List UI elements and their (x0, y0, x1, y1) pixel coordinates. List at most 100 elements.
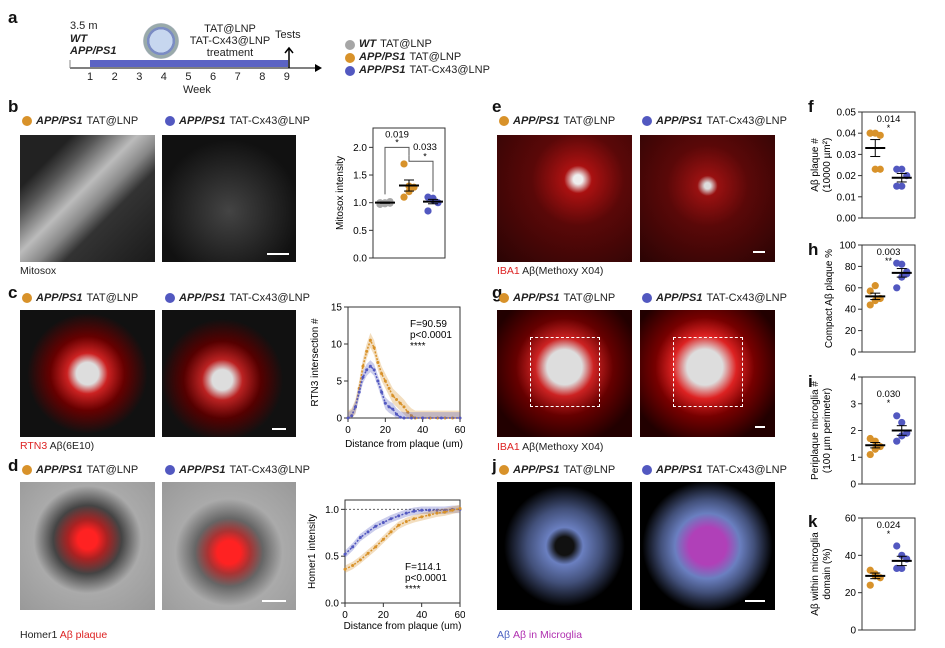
caption-e-abeta: Aβ(Methoxy X04) (522, 265, 604, 277)
group-treatment: TAT-Cx43@LNP (229, 464, 310, 476)
x-tick-label: 60 (454, 610, 465, 621)
panel-label-k: k (808, 512, 818, 531)
scale-bar (272, 428, 286, 430)
series-point (420, 508, 424, 512)
series-point (391, 407, 395, 411)
legend-treatment: TAT@LNP (409, 51, 462, 63)
caption-j-abeta: Aβ (497, 629, 511, 641)
y-tick-label: 1.0 (325, 505, 339, 516)
week-tick-label: 1 (87, 71, 94, 83)
data-point (898, 182, 906, 190)
group-dot (499, 116, 509, 126)
series-line (344, 507, 461, 570)
caption-j: Aβ Aβ in Microglia (497, 629, 582, 641)
stat-text: p<0.0001 (405, 573, 447, 584)
significance-stars: * (423, 152, 427, 162)
series-point (361, 375, 365, 379)
data-point (898, 418, 906, 427)
caption-d-homer1: Homer1 (20, 629, 58, 641)
x-tick-label: 60 (454, 425, 465, 436)
series-point (381, 520, 385, 524)
y-tick-label: 1 (850, 453, 856, 464)
group-treatment: TAT-Cx43@LNP (706, 292, 787, 304)
series-point (380, 390, 384, 394)
series-point (372, 346, 376, 350)
legend-swatch-app-cx43 (345, 65, 355, 76)
caption-c-rtn3: RTN3 (20, 440, 48, 452)
y-tick-label: 0.03 (837, 150, 857, 161)
plot-frame (861, 517, 916, 631)
timeline-arrow-icon (315, 64, 322, 72)
caption-d-plaque: Aβ plaque (59, 629, 108, 641)
micrograph-j-tat (497, 482, 632, 610)
y-tick-label: 2.0 (353, 143, 367, 154)
data-point (400, 160, 408, 168)
y-tick-label: 0.02 (837, 171, 857, 182)
series-point (404, 520, 408, 524)
y-axis-label: Homer1 intensity (307, 514, 318, 589)
timeline-treatment-1: TAT@LNP (204, 23, 256, 35)
legend-genotype: WT (359, 38, 377, 50)
y-axis-label: Aβ plaque # (810, 138, 821, 192)
panel-label-b: b (8, 97, 19, 116)
y-tick-label: 1.0 (353, 198, 367, 209)
scale-bar (753, 251, 765, 253)
chart-k-abeta-in-microglia: 0 20 40 60 Aβ within microglia domain (%) 0.02… (810, 514, 916, 637)
series-point (427, 513, 431, 517)
y-tick-label: 15 (331, 303, 343, 314)
lnp-nanoparticle-icon (143, 23, 179, 59)
chart-c-rtn3: 0 5 10 15 RTN3 intersection # 0 20 40 60 Distance… (310, 303, 465, 451)
series-point (383, 401, 387, 405)
y-tick-label: 40 (845, 305, 857, 316)
p-value: 0.014 (877, 114, 901, 125)
group-dot (22, 293, 32, 303)
micrograph-d-tat (20, 482, 155, 610)
data-point (893, 412, 901, 420)
plot-frame (344, 499, 461, 604)
y-tick-label: 0 (336, 414, 342, 425)
data-point (429, 194, 437, 202)
week-tick-label: 9 (283, 71, 290, 83)
micrograph-c-cx43 (162, 310, 296, 437)
stat-text: **** (405, 584, 421, 595)
x-axis-label: Distance from plaque (um) (344, 621, 462, 632)
data-point (866, 129, 874, 137)
roi-box (530, 337, 600, 407)
data-point (898, 551, 906, 559)
plot-frame (861, 244, 916, 353)
group-header-cx43: APP/PS1 TAT-Cx43@LNP (165, 464, 310, 476)
series-point (357, 390, 361, 394)
y-axis-label: Mitosox intensity (335, 156, 346, 230)
significance-bracket (384, 146, 410, 195)
significance-bracket (408, 155, 434, 192)
series-point (389, 530, 393, 534)
data-point (898, 564, 906, 572)
legend: WT TAT@LNP APP/PS1 TAT@LNP APP/PS1 TAT-Cx43… (345, 38, 490, 77)
group-genotype: APP/PS1 (513, 115, 560, 127)
group-header-tat: APP/PS1 TAT@LNP (499, 292, 615, 304)
series-point (398, 415, 402, 419)
significance-stars: * (395, 138, 399, 148)
series-point (458, 506, 462, 510)
series-point (387, 386, 391, 390)
significance-stars: * (887, 123, 891, 133)
series-point (376, 361, 380, 364)
series-point (395, 412, 399, 416)
group-treatment: TAT-Cx43@LNP (229, 292, 310, 304)
series-point (387, 405, 391, 409)
caption-g-abeta: Aβ(Methoxy X04) (522, 441, 604, 453)
roi-box (673, 337, 743, 407)
tests-arrow-head-icon (284, 46, 294, 54)
group-header-tat: APP/PS1 TAT@LNP (22, 115, 138, 127)
series-point (380, 372, 384, 376)
y-tick-label: 60 (845, 514, 857, 525)
series-point (435, 508, 439, 512)
group-header-cx43: APP/PS1 TAT-Cx43@LNP (642, 292, 787, 304)
p-value: 0.003 (877, 247, 901, 258)
y-tick-label: 20 (845, 326, 857, 337)
group-genotype: APP/PS1 (513, 464, 560, 476)
week-tick-label: 3 (136, 71, 143, 83)
y-tick-label: 4 (850, 373, 856, 384)
y-tick-label: 80 (845, 262, 857, 273)
group-header-cx43: APP/PS1 TAT-Cx43@LNP (642, 115, 787, 127)
